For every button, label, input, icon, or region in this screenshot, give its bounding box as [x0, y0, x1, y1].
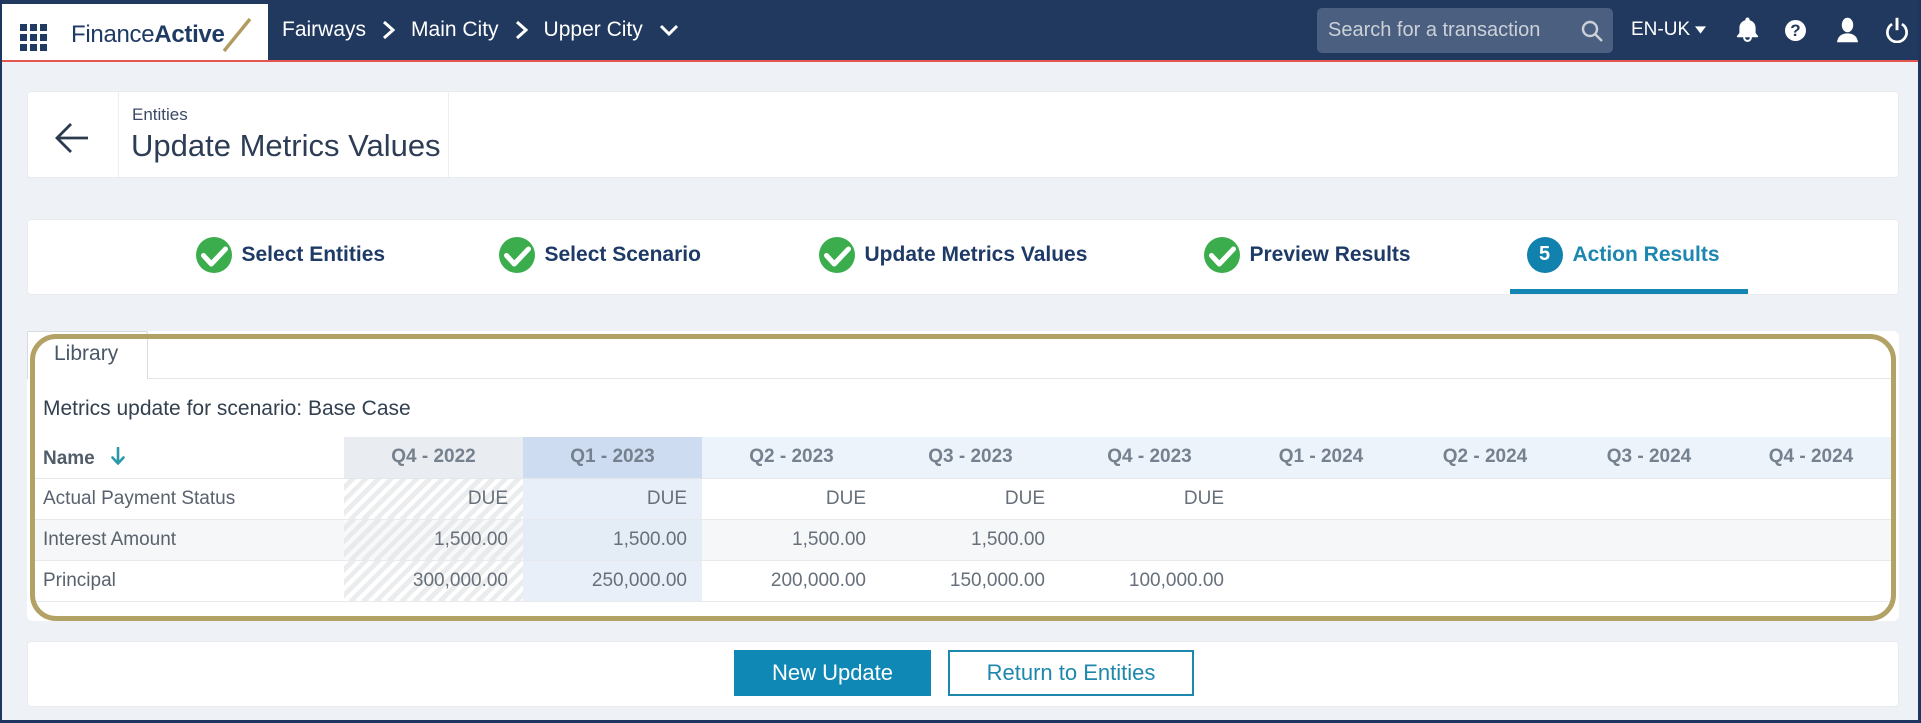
svg-text:?: ?	[1790, 21, 1800, 40]
